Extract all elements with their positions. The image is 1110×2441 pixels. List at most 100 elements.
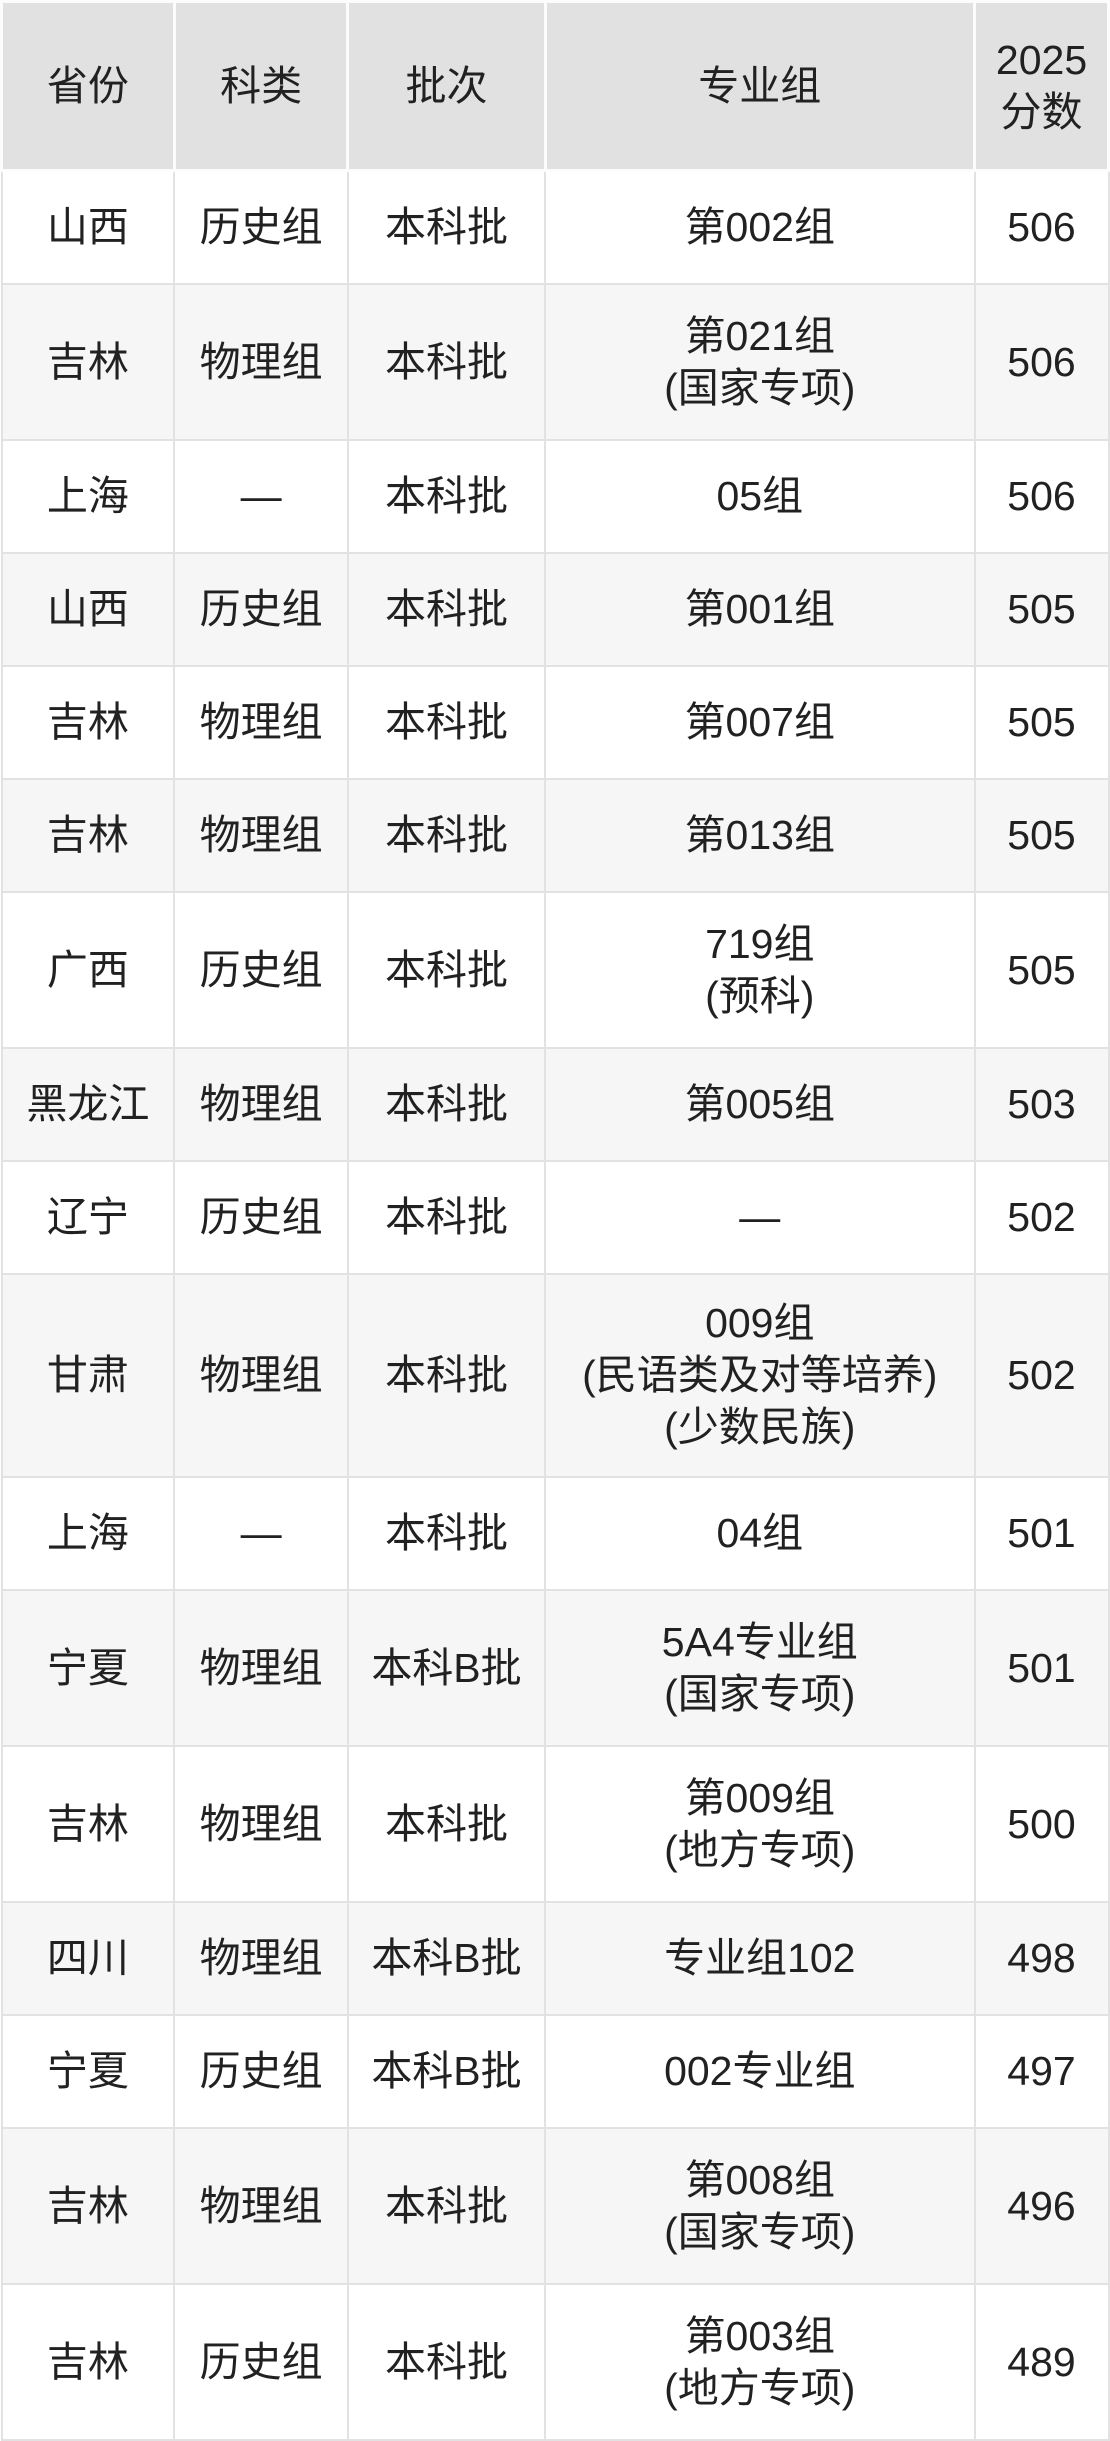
cell-province: 宁夏 [0, 1588, 176, 1747]
group-line: 009组 [705, 1300, 815, 1346]
group-line: 05组 [716, 473, 804, 519]
cell-category: 历史组 [173, 2013, 349, 2129]
cell-score: 498 [973, 1900, 1110, 2016]
table-row: 山西 历史组 本科批 第002组 506 [0, 169, 1110, 285]
cell-batch: 本科批 [346, 551, 547, 667]
cell-batch: 本科批 [346, 1475, 547, 1591]
cell-province: 吉林 [0, 2126, 176, 2285]
cell-batch: 本科批 [346, 438, 547, 554]
table-row: 甘肃 物理组 本科批 009组 (民语类及对等培养) (少数民族) 502 [0, 1272, 1110, 1478]
cell-group: 002专业组 [544, 2013, 976, 2129]
table-row: 吉林 物理组 本科批 第013组 505 [0, 777, 1110, 893]
cell-group: 第013组 [544, 777, 976, 893]
table-row: 山西 历史组 本科批 第001组 505 [0, 551, 1110, 667]
header-score-line2: 分数 [1000, 89, 1083, 135]
group-line: 第007组 [684, 699, 835, 745]
cell-score: 503 [973, 1046, 1110, 1162]
cell-score: 505 [973, 777, 1110, 893]
group-line: (地方专项) [664, 2364, 856, 2411]
cell-province: 吉林 [0, 1744, 176, 1903]
group-line: (国家专项) [664, 2208, 856, 2255]
cell-category: 物理组 [173, 664, 349, 780]
cell-batch: 本科批 [346, 1272, 547, 1478]
group-line: 第005组 [684, 1081, 835, 1127]
group-line: 第002组 [684, 204, 835, 251]
cell-group: 第005组 [544, 1046, 976, 1162]
cell-score: 500 [973, 1744, 1110, 1903]
cell-province: 吉林 [0, 2282, 176, 2441]
cell-category: 物理组 [173, 282, 349, 441]
cell-score: 497 [973, 2013, 1110, 2129]
group-line: (民语类及对等培养) [582, 1352, 938, 1398]
group-line: 第009组 [684, 1774, 835, 1821]
cell-province: 甘肃 [0, 1272, 176, 1478]
cell-province: 吉林 [0, 664, 176, 780]
table-row: 黑龙江 物理组 本科批 第005组 503 [0, 1046, 1110, 1162]
cell-group: 第008组 (国家专项) [544, 2126, 976, 2285]
table-row: 宁夏 历史组 本科B批 002专业组 497 [0, 2013, 1110, 2129]
cell-group: — [544, 1159, 976, 1275]
cell-province: 四川 [0, 1900, 176, 2016]
cell-score: 501 [973, 1475, 1110, 1591]
cell-province: 宁夏 [0, 2013, 176, 2129]
cell-group: 009组 (民语类及对等培养) (少数民族) [544, 1272, 976, 1478]
header-category: 科类 [172, 0, 350, 172]
cell-score: 506 [973, 282, 1110, 441]
cell-score: 501 [973, 1588, 1110, 1747]
cell-category: — [173, 438, 349, 554]
cell-group: 第001组 [544, 551, 976, 667]
cell-group: 04组 [544, 1475, 976, 1591]
header-score: 2025 分数 [973, 0, 1110, 172]
cell-batch: 本科B批 [346, 1900, 547, 2016]
cell-group: 第003组 (地方专项) [544, 2282, 976, 2441]
cell-batch: 本科批 [346, 2282, 547, 2441]
table-row: 辽宁 历史组 本科批 — 502 [0, 1159, 1110, 1275]
cell-category: 历史组 [173, 169, 349, 285]
table-row: 四川 物理组 本科B批 专业组102 498 [0, 1900, 1110, 2016]
group-line: (国家专项) [664, 364, 856, 411]
table-row: 宁夏 物理组 本科B批 5A4专业组 (国家专项) 501 [0, 1588, 1110, 1747]
group-line: 专业组102 [664, 1935, 856, 1981]
header-group: 专业组 [543, 0, 977, 172]
cell-category: — [173, 1475, 349, 1591]
group-line: 第003组 [684, 2312, 835, 2359]
group-line: 5A4专业组 [661, 1618, 858, 1665]
cell-province: 辽宁 [0, 1159, 176, 1275]
cell-batch: 本科批 [346, 777, 547, 893]
cell-group: 719组 (预科) [544, 890, 976, 1049]
cell-category: 历史组 [173, 1159, 349, 1275]
cell-group: 第009组 (地方专项) [544, 1744, 976, 1903]
group-line: 第013组 [684, 812, 835, 858]
cell-category: 物理组 [173, 1272, 349, 1478]
group-line: (少数民族) [664, 1404, 856, 1450]
cell-province: 黑龙江 [0, 1046, 176, 1162]
header-batch: 批次 [346, 0, 547, 172]
cell-batch: 本科B批 [346, 1588, 547, 1747]
table-row: 吉林 物理组 本科批 第021组 (国家专项) 506 [0, 282, 1110, 441]
cell-batch: 本科批 [346, 1159, 547, 1275]
table-row: 上海 — 本科批 04组 501 [0, 1475, 1110, 1591]
header-row: 省份 科类 批次 专业组 2025 分数 [0, 0, 1110, 172]
cell-province: 上海 [0, 438, 176, 554]
cell-group: 第021组 (国家专项) [544, 282, 976, 441]
cell-category: 物理组 [173, 2126, 349, 2285]
cell-category: 物理组 [173, 1588, 349, 1747]
cell-batch: 本科批 [346, 890, 547, 1049]
cell-batch: 本科批 [346, 282, 547, 441]
table-header: 省份 科类 批次 专业组 2025 分数 [0, 0, 1110, 172]
header-score-line1: 2025 [995, 37, 1088, 83]
table-row: 吉林 物理组 本科批 第008组 (国家专项) 496 [0, 2126, 1110, 2285]
header-province: 省份 [0, 0, 176, 172]
cell-category: 历史组 [173, 2282, 349, 2441]
group-line: 719组 [705, 920, 815, 967]
cell-score: 496 [973, 2126, 1110, 2285]
cell-category: 历史组 [173, 551, 349, 667]
table-row: 吉林 物理组 本科批 第007组 505 [0, 664, 1110, 780]
group-line: (地方专项) [664, 1826, 856, 1873]
group-line: (国家专项) [664, 1670, 856, 1717]
cell-score: 505 [973, 890, 1110, 1049]
table-row: 广西 历史组 本科批 719组 (预科) 505 [0, 890, 1110, 1049]
cell-group: 第007组 [544, 664, 976, 780]
group-line: — [739, 1194, 781, 1240]
